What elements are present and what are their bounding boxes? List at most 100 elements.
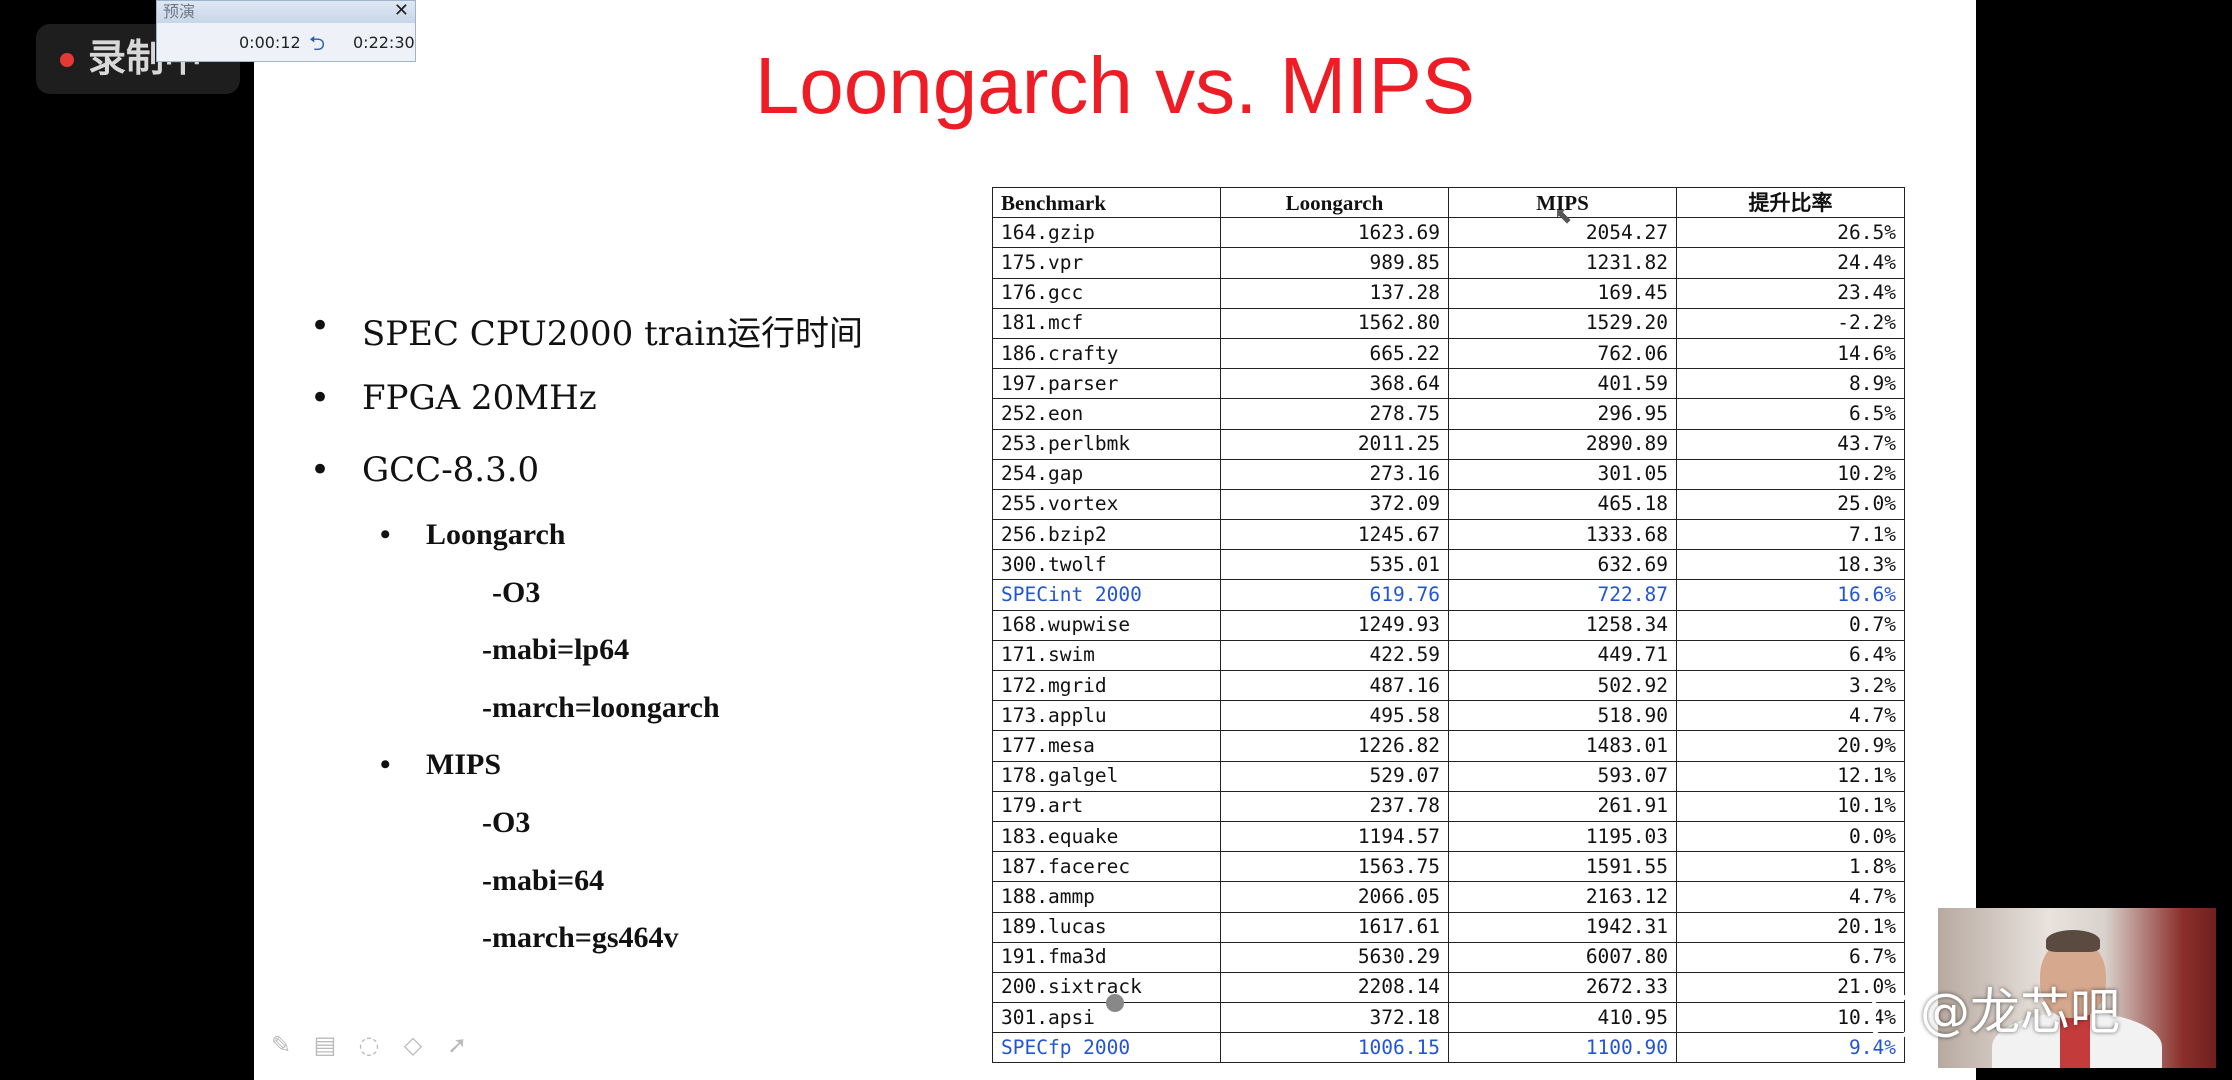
benchmark-cell: 173.applu [992, 700, 1221, 732]
benchmark-cell: 177.mesa [992, 730, 1221, 762]
benchmark-cell: 188.ammp [992, 881, 1221, 913]
eraser-loop-icon[interactable]: ◌ [358, 1031, 380, 1059]
benchmark-cell: 300.twolf [992, 549, 1221, 581]
benchmark-cell: 175.vpr [992, 247, 1221, 279]
watermark-text: @龙芯吧 [1920, 983, 2120, 1041]
column-header: Loongarch [1220, 186, 1449, 219]
benchmark-cell: 253.perlbmk [992, 428, 1221, 460]
bullet-text: GCC-8.3.0 [362, 450, 540, 490]
benchmark-cell: 179.art [992, 790, 1221, 822]
mips-cell: 296.95 [1448, 398, 1677, 430]
improvement-cell: 16.6% [1676, 579, 1905, 611]
improvement-cell: 24.4% [1676, 247, 1905, 279]
benchmark-cell: 189.lucas [992, 911, 1221, 943]
mips-cell: 2163.12 [1448, 881, 1677, 913]
table-row: 168.wupwise 1249.93 1258.34 0.7% [992, 609, 1905, 641]
window-titlebar[interactable]: 预演 ✕ [157, 0, 415, 23]
mips-cell: 1195.03 [1448, 820, 1677, 853]
eraser-icon[interactable]: ◇ [403, 1031, 423, 1059]
loongarch-cell: 5630.29 [1220, 941, 1449, 973]
total-time: 0:22:30 [353, 33, 415, 52]
table-row: 253.perlbmk 2011.25 2890.89 43.7% [992, 428, 1905, 460]
loongarch-cell: 1006.15 [1220, 1032, 1449, 1064]
benchmark-table: Benchmark Loongarch MIPS 提升比率 164.gzip 16… [992, 186, 1905, 1064]
subbullet-text: Loongarch [426, 518, 566, 551]
mips-cell: 1529.20 [1448, 307, 1677, 339]
mips-cell: 449.71 [1448, 639, 1677, 672]
column-header: Benchmark [992, 186, 1221, 219]
table-row: 171.swim 422.59 449.71 6.4% [992, 639, 1905, 672]
benchmark-cell: SPECfp 2000 [992, 1032, 1221, 1064]
table-row: 183.equake 1194.57 1195.03 0.0% [992, 820, 1905, 853]
table-summary-row: SPECint 2000 619.76 722.87 16.6% [992, 579, 1905, 611]
presentation-slide: Loongarch vs. MIPS • SPEC CPU2000 train运… [254, 0, 1976, 1080]
mips-cell: 502.92 [1448, 669, 1677, 702]
mouse-cursor-icon: ⬉ [1554, 204, 1573, 229]
benchmark-cell: 254.gap [992, 458, 1221, 490]
improvement-cell: 10.4% [1676, 1002, 1905, 1034]
mips-cell: 169.45 [1448, 277, 1677, 309]
flag-march: -march=gs464v [482, 921, 679, 954]
improvement-cell: 23.4% [1676, 277, 1905, 309]
mips-cell: 1100.90 [1448, 1032, 1677, 1064]
loongarch-cell: 2066.05 [1220, 881, 1449, 913]
laser-pointer-dot [1106, 994, 1124, 1012]
flag-o3: -O3 [482, 806, 531, 839]
repeat-icon[interactable]: ⮌ [309, 31, 326, 55]
mips-cell: 465.18 [1448, 488, 1677, 521]
mips-cell: 6007.80 [1448, 941, 1677, 973]
mips-cell: 762.06 [1448, 337, 1677, 370]
improvement-cell: 0.0% [1676, 820, 1905, 853]
loongarch-cell: 273.16 [1220, 458, 1449, 490]
improvement-cell: 7.1% [1676, 519, 1905, 551]
mips-cell: 722.87 [1448, 579, 1677, 611]
table-row: 189.lucas 1617.61 1942.31 20.1% [992, 911, 1905, 943]
loongarch-cell: 535.01 [1220, 549, 1449, 581]
table-row: 172.mgrid 487.16 502.92 3.2% [992, 669, 1905, 702]
mips-cell: 2890.89 [1448, 428, 1677, 460]
loongarch-cell: 237.78 [1220, 790, 1449, 822]
loongarch-cell: 372.18 [1220, 1002, 1449, 1034]
improvement-cell: 12.1% [1676, 760, 1905, 792]
flag-o3: -O3 [492, 576, 541, 609]
benchmark-cell: 191.fma3d [992, 941, 1221, 973]
table-row: 177.mesa 1226.82 1483.01 20.9% [992, 730, 1905, 762]
improvement-cell: 20.9% [1676, 730, 1905, 762]
table-row: 181.mcf 1562.80 1529.20 -2.2% [992, 307, 1905, 339]
rehearsal-timer-window[interactable]: 预演 ✕ 0:00:12 ⮌ 0:22:30 [156, 0, 416, 62]
table-row: 175.vpr 989.85 1231.82 24.4% [992, 247, 1905, 279]
benchmark-cell: 178.galgel [992, 760, 1221, 792]
loongarch-cell: 422.59 [1220, 639, 1449, 672]
improvement-cell: 10.1% [1676, 790, 1905, 822]
record-dot-icon [60, 53, 74, 67]
loongarch-cell: 137.28 [1220, 277, 1449, 309]
benchmark-cell: 187.facerec [992, 851, 1221, 883]
improvement-cell: 18.3% [1676, 549, 1905, 581]
pen-icon[interactable]: ✎ [270, 1031, 292, 1059]
loongarch-cell: 487.16 [1220, 669, 1449, 702]
screen-icon[interactable]: ▤ [313, 1031, 337, 1059]
mips-cell: 1258.34 [1448, 609, 1677, 641]
benchmark-cell: 172.mgrid [992, 669, 1221, 702]
loongarch-cell: 2208.14 [1220, 971, 1449, 1004]
watermark: @龙芯吧 [1872, 982, 2120, 1042]
improvement-cell: 4.7% [1676, 881, 1905, 913]
improvement-cell: 43.7% [1676, 428, 1905, 460]
table-header-row: Benchmark Loongarch MIPS 提升比率 [992, 186, 1905, 219]
loongarch-cell: 1226.82 [1220, 730, 1449, 762]
improvement-cell: 4.7% [1676, 700, 1905, 732]
table-row: 186.crafty 665.22 762.06 14.6% [992, 337, 1905, 370]
pointer-icon[interactable]: ➚ [446, 1031, 468, 1059]
close-icon[interactable]: ✕ [393, 0, 409, 21]
benchmark-cell: SPECint 2000 [992, 579, 1221, 611]
mips-cell: 261.91 [1448, 790, 1677, 822]
table-row: 200.sixtrack 2208.14 2672.33 21.0% [992, 971, 1905, 1004]
mips-cell: 1591.55 [1448, 851, 1677, 883]
loongarch-cell: 368.64 [1220, 368, 1449, 400]
app-logo-icon [1872, 993, 1910, 1038]
table-summary-row: SPECfp 2000 1006.15 1100.90 9.4% [992, 1032, 1905, 1064]
loongarch-cell: 619.76 [1220, 579, 1449, 611]
table-row: 178.galgel 529.07 593.07 12.1% [992, 760, 1905, 792]
loongarch-cell: 1562.80 [1220, 307, 1449, 339]
column-header: 提升比率 [1676, 186, 1905, 219]
